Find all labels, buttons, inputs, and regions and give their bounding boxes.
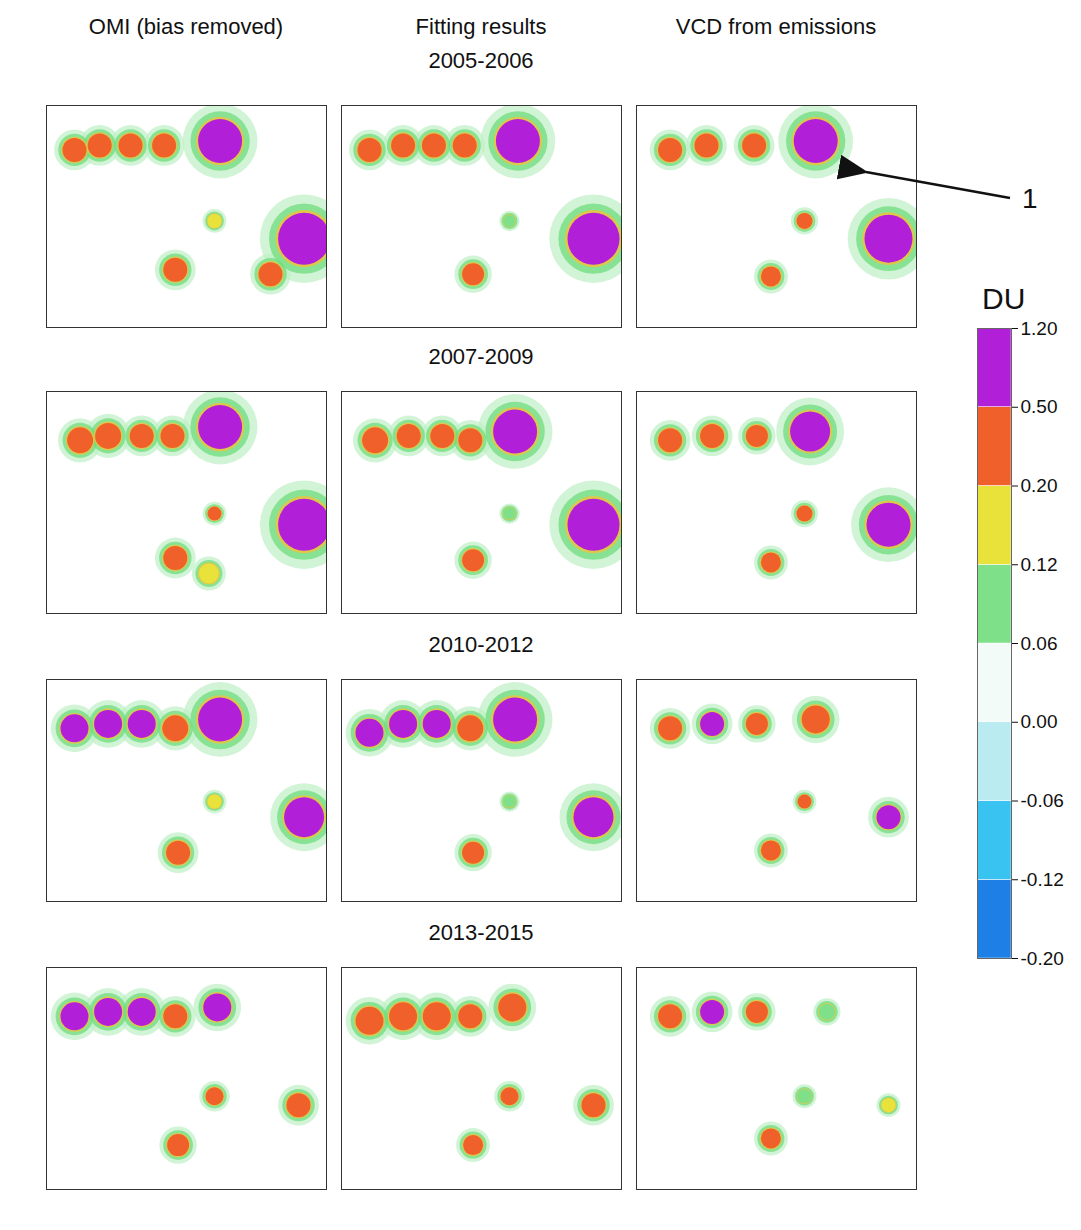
svg-text:-0.12: -0.12 xyxy=(1021,869,1064,890)
svg-text:0.50: 0.50 xyxy=(1021,396,1058,417)
svg-text:0.06: 0.06 xyxy=(1021,633,1058,654)
html-text:VCD from emissions: VCD from emissions xyxy=(675,14,877,39)
svg-text:0.12: 0.12 xyxy=(1021,554,1058,575)
html-text:2010-2012: 2010-2012 xyxy=(428,632,534,657)
html-text:Fitting results: Fitting results xyxy=(415,14,547,39)
svg-text:0.20: 0.20 xyxy=(1021,475,1058,496)
svg-text:-0.06: -0.06 xyxy=(1021,790,1064,811)
svg-text:1: 1 xyxy=(1022,183,1038,214)
svg-text:-0.20: -0.20 xyxy=(1021,948,1064,969)
html-text:OMI (bias removed): OMI (bias removed) xyxy=(88,14,284,39)
html-text:2007-2009: 2007-2009 xyxy=(428,344,534,369)
html-text:2005-2006: 2005-2006 xyxy=(428,48,534,73)
html-text:2013-2015: 2013-2015 xyxy=(428,920,534,945)
svg-text:1.20: 1.20 xyxy=(1021,318,1058,339)
svg-text:0.00: 0.00 xyxy=(1021,711,1058,732)
html-text:DU: DU xyxy=(982,282,1026,315)
